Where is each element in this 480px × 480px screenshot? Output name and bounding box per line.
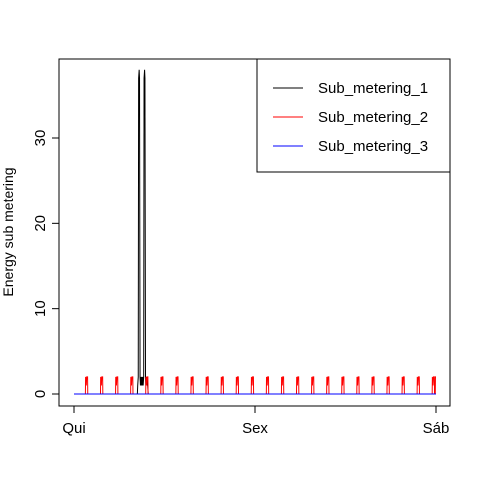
x-tick-label: Qui bbox=[62, 420, 85, 437]
y-tick-label: 0 bbox=[32, 390, 49, 398]
legend-label: Sub_metering_1 bbox=[318, 80, 428, 97]
y-axis: 0 10 20 30 bbox=[32, 130, 60, 398]
y-tick-label: 20 bbox=[32, 215, 49, 232]
y-axis-label: Energy sub metering bbox=[0, 167, 16, 296]
legend-label: Sub_metering_3 bbox=[318, 138, 428, 155]
legend-box bbox=[256, 58, 451, 173]
series-layer bbox=[74, 69, 436, 395]
y-tick-label: 10 bbox=[32, 300, 49, 317]
legend-label: Sub_metering_2 bbox=[318, 109, 428, 126]
y-tick-label: 30 bbox=[32, 130, 49, 147]
x-tick-label: Sex bbox=[242, 420, 268, 437]
legend: Sub_metering_1 Sub_metering_2 Sub_metering… bbox=[256, 58, 451, 173]
x-axis: Qui Sex Sáb bbox=[62, 405, 450, 437]
x-tick-label: Sáb bbox=[423, 420, 450, 437]
